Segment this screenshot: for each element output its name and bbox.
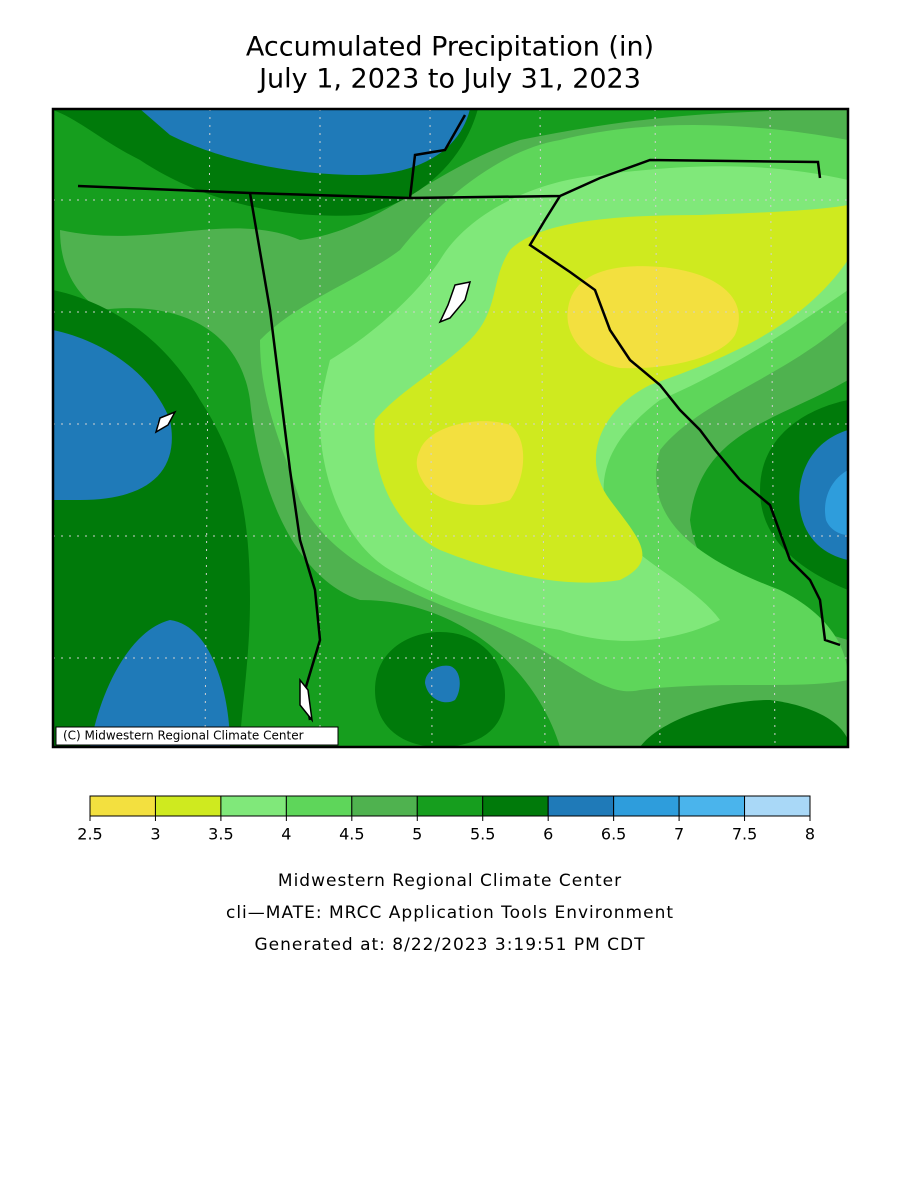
title-line: July 1, 2023 to July 31, 2023 [257,64,641,95]
legend-bin [285,795,353,817]
legend-tick-label: 5.5 [470,825,495,844]
water [438,281,472,324]
legend-bin [613,795,680,817]
legend-bin [744,795,811,817]
credit: (C) Midwestern Regional Climate Center [63,729,304,743]
water [154,410,177,434]
map-frame [51,107,850,749]
contour [53,330,172,500]
credit-box [55,726,339,746]
legend-bin [351,795,418,817]
contour [90,620,230,747]
legend-bin [416,795,484,817]
contour [416,421,524,505]
legend-tick-label: 6 [543,825,553,844]
legend: 2.5 3 3.5 4 4.5 5 5.5 6 6.5 7 7.5 8 [77,795,815,844]
legend-bin [89,795,156,817]
legend-tick-label: 3 [150,825,160,844]
contour [567,266,739,369]
footer-line: cli—MATE: MRCC Application Tools Environ… [226,903,674,923]
border-line [408,114,467,199]
footer-line: Midwestern Regional Climate Center [278,871,622,891]
legend-tick-label: 8 [805,825,815,844]
contour [140,109,470,175]
legend-bin [482,795,549,817]
border-line [528,195,841,647]
state-borders [77,114,841,721]
legend-tick-label: 3.5 [208,825,233,844]
border-line [77,158,822,200]
contour [824,470,848,535]
precip-map [53,109,848,747]
contour [425,665,460,703]
legend-tick-label: 6.5 [601,825,626,844]
legend-bin [678,795,746,817]
legend-tick-label: 4 [281,825,291,844]
legend-tick-label: 2.5 [77,825,102,844]
legend-tick-label: 5 [412,825,422,844]
footer-line: Generated at: 8/22/2023 3:19:51 PM CDT [255,935,646,955]
legend-bin [220,795,287,817]
title-line: Accumulated Precipitation (in) [246,32,654,63]
legend-tick-label: 4.5 [339,825,364,844]
legend-tick-label: 7.5 [732,825,757,844]
water [299,677,314,723]
border-line [248,192,322,721]
legend-bin [154,795,222,817]
contour [640,700,848,747]
legend-tick-label: 7 [674,825,684,844]
legend-bin [547,795,615,817]
